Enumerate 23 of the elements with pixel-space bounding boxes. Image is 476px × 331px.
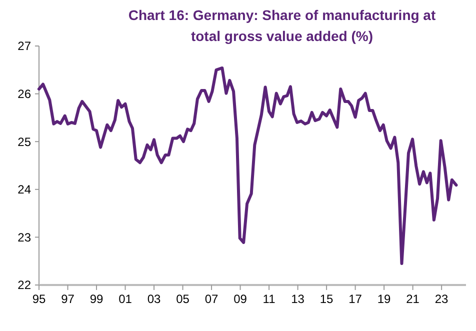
line-series [38,66,458,265]
x-tick-label: 17 [348,292,362,306]
x-tick-label: 95 [32,292,46,306]
x-tick-label: 97 [61,292,75,306]
x-tick-label: 09 [234,292,248,306]
y-tick-label: 27 [18,39,32,54]
x-tick-label: 15 [320,292,334,306]
x-tick-label: 19 [377,292,392,306]
x-tick-label: 11 [262,292,276,306]
y-tick-label: 24 [18,182,32,197]
x-tick-label: 01 [118,292,132,306]
chart-title: Chart 16: Germany: Share of manufacturing at total gross value added (%) [128,7,436,44]
x-tick-label: 23 [434,292,449,306]
y-tick-label: 25 [18,134,32,149]
x-tick-label: 21 [406,292,420,306]
x-tick-label: 07 [204,292,219,306]
x-tick-label: 13 [291,292,305,306]
x-tick-label: 03 [147,292,162,306]
x-tick-label: 05 [176,292,190,306]
x-tick-label: 99 [90,292,104,306]
y-tick-label: 22 [18,278,32,292]
y-tick-label: 23 [18,230,32,244]
y-tick-label: 26 [18,87,32,101]
